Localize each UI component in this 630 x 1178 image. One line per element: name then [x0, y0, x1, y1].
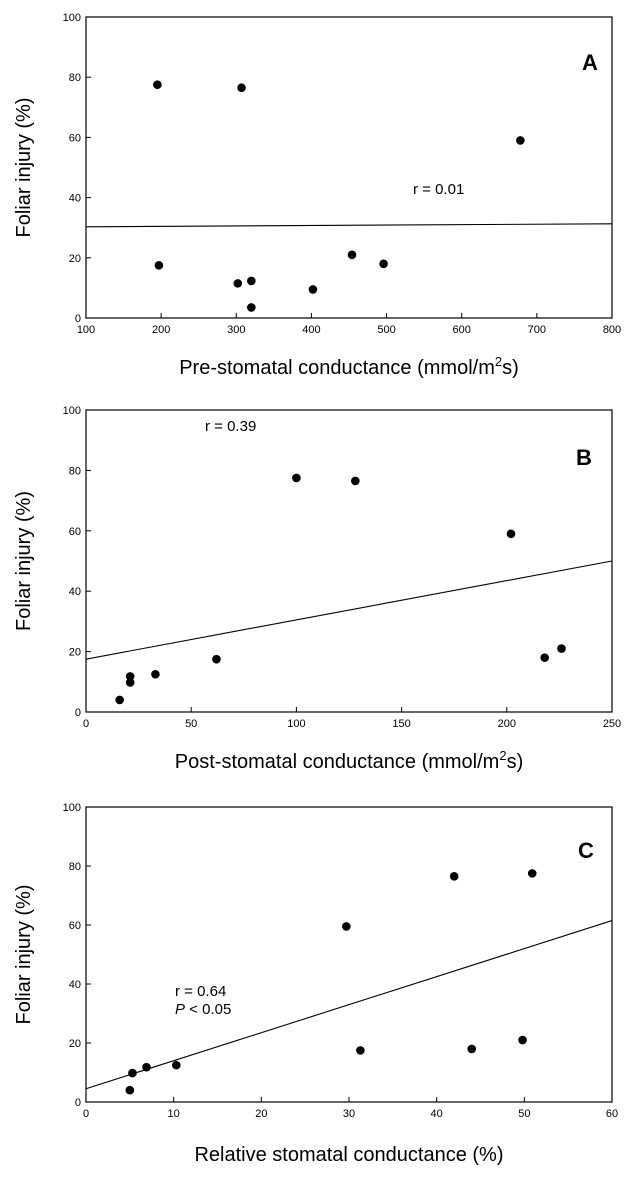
y-tick-label: 20 — [69, 1038, 81, 1050]
data-point — [308, 285, 318, 294]
data-point — [212, 654, 221, 664]
y-tick-label: 20 — [69, 253, 81, 265]
x-tick-label: 200 — [498, 718, 516, 730]
data-point — [171, 1060, 181, 1070]
regression-line — [85, 560, 613, 660]
y-tick-label: 0 — [75, 707, 81, 719]
regression-line — [85, 223, 613, 228]
x-axis-title: Post-stomatal conductance (mmol/m2s) — [175, 748, 523, 773]
data-point — [125, 1085, 135, 1095]
data-point — [557, 644, 566, 653]
data-point — [125, 672, 135, 681]
x-tick-label: 60 — [606, 1108, 618, 1120]
x-tick-label: 600 — [453, 324, 471, 336]
y-axis-title: Foliar injury (%) — [13, 884, 35, 1024]
data-point — [467, 1044, 477, 1054]
y-tick-label: 60 — [69, 526, 81, 538]
y-tick-label: 100 — [63, 802, 81, 814]
x-tick-label: 50 — [185, 718, 197, 730]
chart-panel-c: 0 10 20 30 40 50 60 0 20 40 60 80 100 Relative stomat… — [13, 802, 618, 1166]
y-tick-label: 80 — [69, 465, 81, 477]
data-point — [506, 529, 516, 539]
x-tick-label: 0 — [83, 1108, 89, 1120]
data-point — [125, 678, 135, 687]
data-point — [516, 136, 525, 145]
data-point — [379, 259, 388, 269]
y-tick-label: 0 — [75, 1097, 81, 1109]
data-point — [449, 872, 459, 881]
x-tick-label: 800 — [603, 324, 621, 336]
annotation-text: P < 0.05 — [175, 1001, 231, 1018]
x-tick-label: 100 — [287, 718, 305, 730]
x-axis-title: Relative stomatal conductance (%) — [194, 1144, 503, 1166]
plot-frame — [85, 16, 613, 319]
y-tick-label: 40 — [69, 586, 81, 598]
x-axis-title: Pre-stomatal conductance (mmol/m2s) — [179, 354, 519, 379]
plot-frame — [85, 806, 613, 1103]
data-point — [128, 1068, 137, 1078]
x-tick-label: 30 — [343, 1108, 355, 1120]
y-axis-title: Foliar injury (%) — [13, 97, 35, 237]
data-point — [237, 83, 246, 93]
chart-panel-b: 0 50 100 150 200 250 0 20 40 60 80 100 Post-stomatal… — [13, 405, 621, 773]
annotation-text: r = 0.64 — [175, 983, 226, 1000]
data-point — [247, 303, 256, 312]
x-tick-label: 500 — [377, 324, 395, 336]
data-point — [518, 1035, 527, 1045]
data-point — [342, 922, 351, 931]
data-point — [351, 476, 360, 486]
data-point — [142, 1062, 151, 1072]
y-tick-label: 20 — [69, 647, 81, 659]
y-axis-title: Foliar injury (%) — [13, 491, 35, 631]
data-point — [247, 276, 256, 286]
x-tick-label: 300 — [227, 324, 245, 336]
x-tick-label: 150 — [392, 718, 410, 730]
x-tick-label: 40 — [431, 1108, 443, 1120]
y-tick-label: 100 — [63, 405, 81, 417]
y-tick-label: 100 — [63, 12, 81, 24]
data-point — [347, 250, 357, 260]
y-tick-label: 40 — [69, 979, 81, 991]
x-tick-label: 50 — [518, 1108, 530, 1120]
data-point — [154, 261, 164, 270]
data-point — [151, 669, 160, 679]
plot-frame — [85, 409, 613, 713]
annotation-text: r = 0.01 — [413, 181, 464, 198]
data-point — [292, 473, 301, 483]
y-tick-label: 40 — [69, 193, 81, 205]
panel-label: C — [578, 838, 594, 863]
panel-label: B — [576, 445, 592, 470]
x-tick-label: 400 — [302, 324, 320, 336]
x-tick-label: 200 — [152, 324, 170, 336]
x-tick-label: 10 — [168, 1108, 180, 1120]
x-tick-label: 20 — [255, 1108, 267, 1120]
x-tick-label: 250 — [603, 718, 621, 730]
data-point — [527, 869, 537, 878]
panel-label: A — [582, 50, 598, 75]
data-point — [540, 653, 549, 662]
y-tick-label: 0 — [75, 313, 81, 325]
annotation-text: r = 0.39 — [205, 418, 256, 435]
data-point — [153, 80, 162, 90]
y-tick-label: 60 — [69, 132, 81, 144]
data-point — [233, 279, 243, 288]
chart-panel-a: 100 200 300 400 500 600 700 800 0 20 40 60 80 100 Pre-… — [13, 12, 621, 379]
y-tick-label: 80 — [69, 861, 81, 873]
y-tick-label: 60 — [69, 920, 81, 932]
data-point — [115, 695, 124, 705]
x-tick-label: 0 — [83, 718, 89, 730]
data-point — [356, 1046, 365, 1055]
regression-line — [85, 920, 613, 1090]
x-tick-label: 100 — [77, 324, 95, 336]
x-tick-label: 700 — [528, 324, 546, 336]
y-tick-label: 80 — [69, 72, 81, 84]
